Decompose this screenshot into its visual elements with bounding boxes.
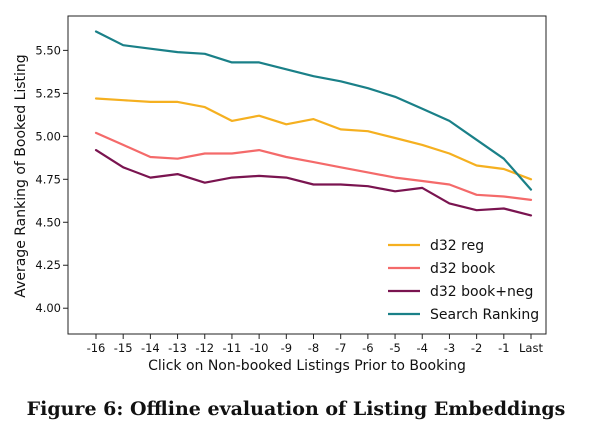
legend-label: d32 book+neg <box>430 284 533 300</box>
legend-label: d32 book <box>430 261 496 277</box>
y-tick-label: 4.50 <box>35 215 61 229</box>
figure-caption: Figure 6: Offline evaluation of Listing … <box>26 398 566 420</box>
legend-label: Search Ranking <box>430 307 539 323</box>
x-tick-label: -15 <box>114 341 133 355</box>
x-tick-label: -14 <box>141 341 160 355</box>
x-tick-label: -5 <box>389 341 400 355</box>
series-line-d32-book-neg <box>94 149 533 217</box>
y-tick-label: 4.75 <box>35 172 61 186</box>
series-lines <box>94 30 533 217</box>
legend: d32 reg d32 book d32 book+neg Search Rankin… <box>388 238 539 323</box>
y-tick-label: 4.00 <box>35 301 61 315</box>
series-line-search-ranking <box>94 30 533 191</box>
y-tick-label: 5.50 <box>35 43 61 57</box>
x-tick-label: -8 <box>308 341 319 355</box>
series-line-d32-book <box>94 131 533 201</box>
x-tick-label: -9 <box>281 341 292 355</box>
x-axis: -16 -15 -14 -13 -12 -11 -10 -9 -8 -7 -6 -5 -4 -3 -2 -1 L… <box>87 334 543 355</box>
x-tick-label: Last <box>519 341 543 355</box>
plot-frame <box>67 15 547 335</box>
y-tick-label: 4.25 <box>35 258 61 272</box>
x-tick-label: -10 <box>250 341 269 355</box>
x-tick-label: -11 <box>223 341 242 355</box>
series-line-d32-reg <box>94 97 533 181</box>
x-tick-label: -7 <box>335 341 346 355</box>
y-axis-label: Average Ranking of Booked Listing <box>13 54 29 297</box>
line-chart: 4.004.254.504.755.005.255.50 -16 -15 -14 -1… <box>13 15 547 374</box>
x-tick-label: -2 <box>471 341 482 355</box>
y-tick-label: 5.25 <box>35 86 61 100</box>
y-tick-label: 5.00 <box>35 129 61 143</box>
y-axis: 4.00 4.25 4.50 4.75 5.00 5.25 5.50 <box>35 43 68 315</box>
x-tick-label: -4 <box>417 341 428 355</box>
x-axis-label: Click on Non-booked Listings Prior to Bo… <box>148 358 466 374</box>
x-tick-label: -1 <box>498 341 509 355</box>
x-tick-label: -6 <box>362 341 373 355</box>
x-tick-label: -3 <box>444 341 455 355</box>
x-tick-label: -13 <box>168 341 187 355</box>
legend-label: d32 reg <box>430 238 484 254</box>
x-tick-label: -16 <box>87 341 106 355</box>
x-tick-label: -12 <box>195 341 214 355</box>
